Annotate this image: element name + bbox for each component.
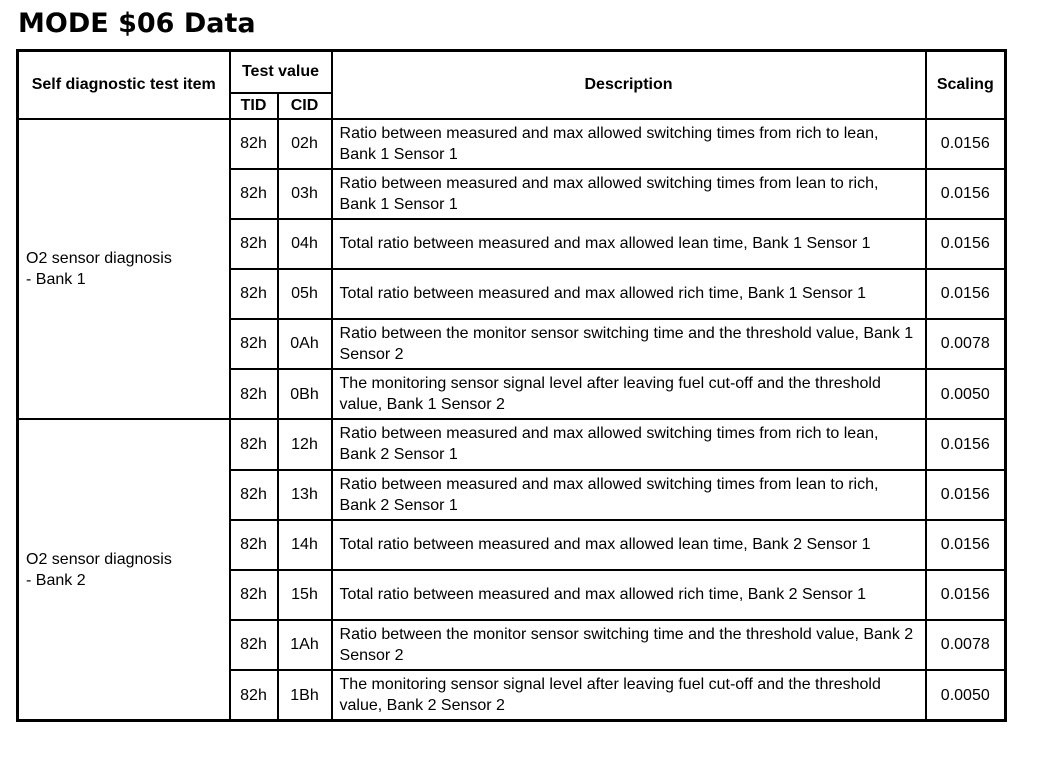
table-row: 82h 0Bh The monitoring sensor signal lev… — [18, 368, 1007, 421]
header-description: Description — [330, 49, 927, 120]
table-row: 82h 04h Total ratio between measured and… — [18, 217, 1007, 270]
scaling-cell: 0.0078 — [924, 618, 1007, 672]
cid-cell: 04h — [276, 217, 333, 270]
table-row: 82h 03h Ratio between measured and max a… — [18, 167, 1007, 220]
header-tid: TID — [228, 91, 279, 120]
tid-cell: 82h — [228, 317, 279, 371]
header-cid: CID — [276, 91, 333, 120]
scaling-cell: 0.0156 — [924, 167, 1007, 220]
table-body: O2 sensor diagnosis - Bank 1 82h 02h Rat… — [16, 117, 1007, 722]
tid-cell: 82h — [228, 368, 279, 421]
header-scaling: Scaling — [924, 49, 1007, 120]
scaling-cell: 0.0156 — [924, 418, 1007, 471]
scaling-cell: 0.0156 — [924, 468, 1007, 521]
table-row: 82h 05h Total ratio between measured and… — [18, 267, 1007, 320]
scaling-cell: 0.0156 — [924, 568, 1007, 621]
scaling-cell: 0.0156 — [924, 267, 1007, 320]
cid-cell: 13h — [276, 468, 333, 521]
description-cell: Ratio between the monitor sensor switchi… — [330, 618, 927, 672]
header-test-value: Test value — [228, 49, 333, 94]
description-cell: Total ratio between measured and max all… — [330, 217, 927, 270]
table-row: O2 sensor diagnosis - Bank 1 82h 02h Rat… — [16, 117, 1007, 421]
scaling-cell: 0.0050 — [924, 368, 1007, 421]
description-cell: Ratio between measured and max allowed s… — [330, 468, 927, 521]
description-cell: Ratio between measured and max allowed s… — [330, 117, 927, 170]
table-row: 82h 0Ah Ratio between the monitor sensor… — [18, 317, 1007, 371]
mode-06-data-table: Self diagnostic test item Test value Des… — [16, 49, 1008, 723]
scaling-cell: 0.0156 — [924, 518, 1007, 571]
tid-cell: 82h — [228, 217, 279, 270]
tid-cell: 82h — [228, 468, 279, 521]
table-row: 82h 1Bh The monitoring sensor signal lev… — [18, 669, 1007, 722]
description-cell: The monitoring sensor signal level after… — [330, 368, 927, 421]
tid-cell: 82h — [228, 418, 279, 471]
description-cell: Ratio between measured and max allowed s… — [330, 167, 927, 220]
page-title: MODE $06 Data — [18, 8, 256, 39]
tid-cell: 82h — [228, 618, 279, 672]
cid-cell: 15h — [276, 568, 333, 621]
cid-cell: 0Bh — [276, 368, 333, 421]
tid-cell: 82h — [228, 518, 279, 571]
scaling-cell: 0.0050 — [924, 669, 1007, 722]
document-page: MODE $06 Data Self diagnostic test item … — [16, 8, 1008, 723]
cid-cell: 1Bh — [276, 669, 333, 722]
scaling-cell: 0.0156 — [924, 117, 1007, 170]
tid-cell: 82h — [228, 568, 279, 621]
table-header: Self diagnostic test item Test value Des… — [16, 49, 1007, 120]
tid-cell: 82h — [228, 167, 279, 220]
tid-cell: 82h — [228, 267, 279, 320]
table-row: 82h 1Ah Ratio between the monitor sensor… — [18, 618, 1007, 672]
table-row: 82h 14h Total ratio between measured and… — [18, 518, 1007, 571]
description-cell: Total ratio between measured and max all… — [330, 267, 927, 320]
cid-cell: 1Ah — [276, 618, 333, 672]
scaling-cell: 0.0078 — [924, 317, 1007, 371]
header-row-sub: TID CID — [18, 91, 1006, 120]
description-cell: The monitoring sensor signal level after… — [330, 669, 927, 722]
group-item-cell: O2 sensor diagnosis - Bank 1 — [16, 117, 231, 421]
table-row: O2 sensor diagnosis - Bank 2 82h 12h Rat… — [16, 418, 1007, 722]
cid-cell: 12h — [276, 418, 333, 471]
cid-cell: 0Ah — [276, 317, 333, 371]
cid-cell: 05h — [276, 267, 333, 320]
cid-cell: 14h — [276, 518, 333, 571]
tid-cell: 82h — [228, 669, 279, 722]
description-cell: Total ratio between measured and max all… — [330, 518, 927, 571]
description-cell: Ratio between the monitor sensor switchi… — [330, 317, 927, 371]
header-row-top: Self diagnostic test item Test value Des… — [16, 49, 1007, 120]
table-row: 82h 13h Ratio between measured and max a… — [18, 468, 1007, 521]
header-item: Self diagnostic test item — [16, 49, 231, 120]
cid-cell: 03h — [276, 167, 333, 220]
description-cell: Ratio between measured and max allowed s… — [330, 418, 927, 471]
description-cell: Total ratio between measured and max all… — [330, 568, 927, 621]
scaling-cell: 0.0156 — [924, 217, 1007, 270]
table-row: 82h 15h Total ratio between measured and… — [18, 568, 1007, 621]
tid-cell: 82h — [228, 117, 279, 170]
group-item-cell: O2 sensor diagnosis - Bank 2 — [16, 418, 231, 722]
cid-cell: 02h — [276, 117, 333, 170]
